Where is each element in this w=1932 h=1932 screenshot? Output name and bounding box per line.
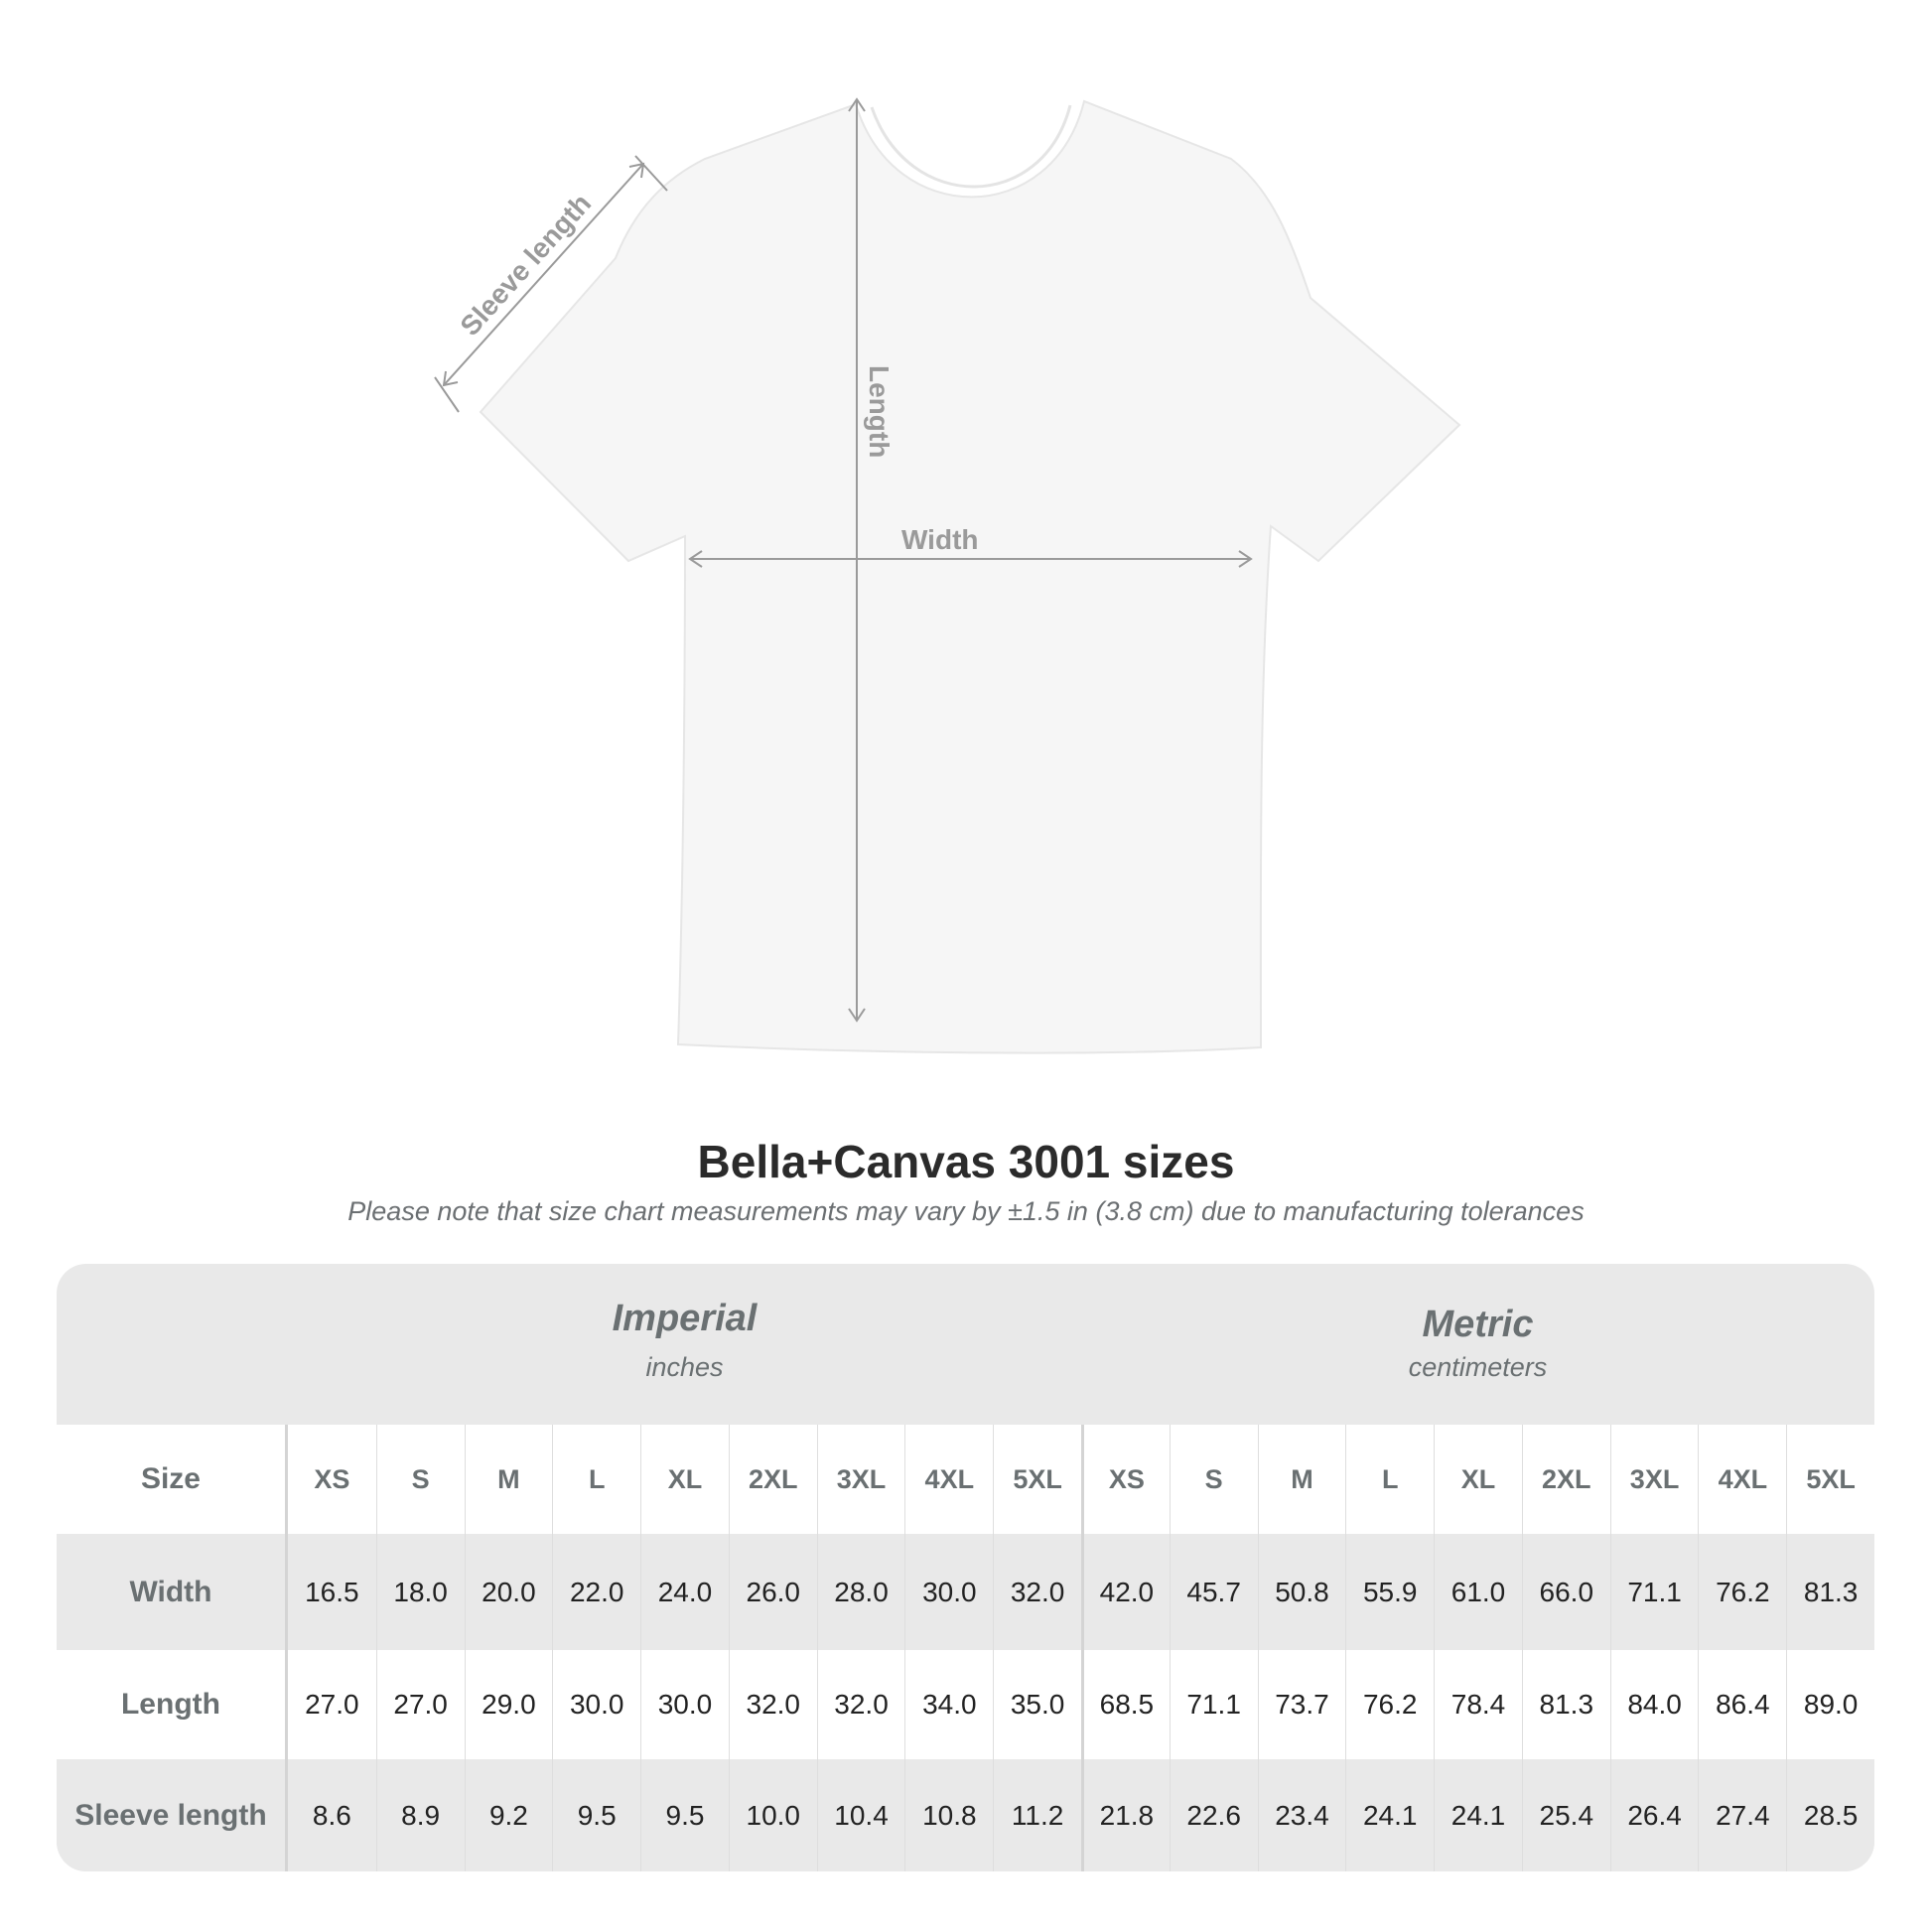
imperial-value-cell: 9.2 [464,1759,553,1871]
imperial-header: Imperial inches [288,1264,1081,1425]
imperial-size-header: 3XL [816,1425,905,1534]
imperial-size-header: 4XL [904,1425,993,1534]
metric-size-header: XS [1080,1425,1170,1534]
table-row: Sleeve length 8.6 8.9 9.2 9.5 9.5 10.0 10.4 10.8… [57,1759,1874,1871]
imperial-value-cell: 28.0 [816,1534,905,1650]
imperial-value-cell: 9.5 [640,1759,729,1871]
imperial-value-cell: 32.0 [816,1650,905,1759]
metric-value-cell: 28.5 [1786,1759,1874,1871]
metric-value-cell: 73.7 [1257,1650,1346,1759]
tshirt-shape [479,99,1461,1054]
page-title: Bella+Canvas 3001 sizes [697,1136,1235,1187]
imperial-size-header: S [375,1425,465,1534]
table-row: Width 16.5 18.0 20.0 22.0 24.0 26.0 28.0 30.0 32.… [57,1534,1874,1650]
imperial-value-cell: 30.0 [552,1650,640,1759]
metric-size-header: L [1345,1425,1434,1534]
metric-value-cell: 21.8 [1080,1759,1170,1871]
metric-value-cell: 26.4 [1609,1759,1699,1871]
length-label: Length [864,365,895,458]
row-label: Length [57,1650,288,1759]
metric-value-cell: 23.4 [1257,1759,1346,1871]
metric-size-header: 3XL [1609,1425,1699,1534]
row-label: Sleeve length [57,1759,288,1871]
metric-size-header: 4XL [1698,1425,1786,1534]
imperial-value-cell: 10.0 [728,1759,817,1871]
metric-value-cell: 71.1 [1169,1650,1258,1759]
imperial-value-cell: 8.9 [375,1759,465,1871]
metric-value-cell: 86.4 [1698,1650,1786,1759]
size-header-row: Size XS S M L XL 2XL 3XL 4XL 5XL XS S M L XL 2XL 3XL 4XL 5… [57,1425,1874,1534]
metric-value-cell: 84.0 [1609,1650,1699,1759]
metric-value-cell: 81.3 [1521,1650,1610,1759]
imperial-title: Imperial [612,1298,758,1339]
width-label: Width [901,524,979,555]
sleeve-line [443,163,644,386]
imperial-value-cell: 35.0 [993,1650,1081,1759]
imperial-size-header: L [552,1425,640,1534]
imperial-value-cell: 30.0 [904,1534,993,1650]
imperial-value-cell: 29.0 [464,1650,553,1759]
metric-value-cell: 24.1 [1434,1759,1522,1871]
metric-value-cell: 76.2 [1345,1650,1434,1759]
imperial-size-header: 2XL [728,1425,817,1534]
imperial-size-header: 5XL [993,1425,1081,1534]
metric-value-cell: 76.2 [1698,1534,1786,1650]
imperial-value-cell: 20.0 [464,1534,553,1650]
imperial-value-cell: 11.2 [993,1759,1081,1871]
imperial-value-cell: 32.0 [728,1650,817,1759]
metric-size-header: 2XL [1521,1425,1610,1534]
imperial-value-cell: 8.6 [312,1799,351,1831]
table-row: Length 27.0 27.0 29.0 30.0 30.0 32.0 32.0 34.0 35… [57,1650,1874,1759]
metric-value-cell: 45.7 [1169,1534,1258,1650]
metric-title: Metric [1422,1304,1534,1345]
metric-unit: centimeters [1408,1352,1548,1382]
imperial-size-header: XS [314,1463,350,1494]
metric-value-cell: 66.0 [1521,1534,1610,1650]
metric-value-cell: 81.3 [1786,1534,1874,1650]
imperial-size-header: XL [640,1425,729,1534]
imperial-value-cell: 32.0 [993,1534,1081,1650]
tshirt-diagram: Sleeve length Length Width [434,97,1461,1054]
row-label: Width [57,1534,288,1650]
metric-size-header: 5XL [1786,1425,1874,1534]
imperial-value-cell: 22.0 [552,1534,640,1650]
metric-value-cell: 27.4 [1698,1759,1786,1871]
imperial-value-cell: 27.0 [305,1689,359,1720]
size-table: Imperial inches Metric centimeters Size X… [57,1264,1874,1871]
metric-value-cell: 61.0 [1434,1534,1522,1650]
imperial-value-cell: 26.0 [728,1534,817,1650]
measurement-lines [434,97,1253,1023]
imperial-value-cell: 34.0 [904,1650,993,1759]
metric-value-cell: 89.0 [1786,1650,1874,1759]
metric-size-header: S [1169,1425,1258,1534]
metric-header: Metric centimeters [1081,1264,1874,1425]
metric-value-cell: 22.6 [1169,1759,1258,1871]
metric-value-cell: 50.8 [1257,1534,1346,1650]
imperial-unit: inches [645,1352,724,1382]
imperial-value-cell: 9.5 [552,1759,640,1871]
imperial-value-cell: 16.5 [305,1576,359,1607]
imperial-value-cell: 10.4 [816,1759,905,1871]
metric-value-cell: 71.1 [1609,1534,1699,1650]
metric-size-header: XL [1434,1425,1522,1534]
metric-value-cell: 24.1 [1345,1759,1434,1871]
size-label: Size [57,1425,288,1534]
imperial-value-cell: 18.0 [375,1534,465,1650]
metric-value-cell: 55.9 [1345,1534,1434,1650]
metric-value-cell: 25.4 [1521,1759,1610,1871]
metric-value-cell: 42.0 [1080,1534,1170,1650]
metric-value-cell: 78.4 [1434,1650,1522,1759]
imperial-value-cell: 24.0 [640,1534,729,1650]
imperial-size-header: M [464,1425,553,1534]
imperial-value-cell: 27.0 [375,1650,465,1759]
imperial-value-cell: 10.8 [904,1759,993,1871]
metric-size-header: M [1257,1425,1346,1534]
metric-value-cell: 68.5 [1080,1650,1170,1759]
tolerance-note: Please note that size chart measurements… [347,1196,1585,1226]
imperial-value-cell: 30.0 [640,1650,729,1759]
